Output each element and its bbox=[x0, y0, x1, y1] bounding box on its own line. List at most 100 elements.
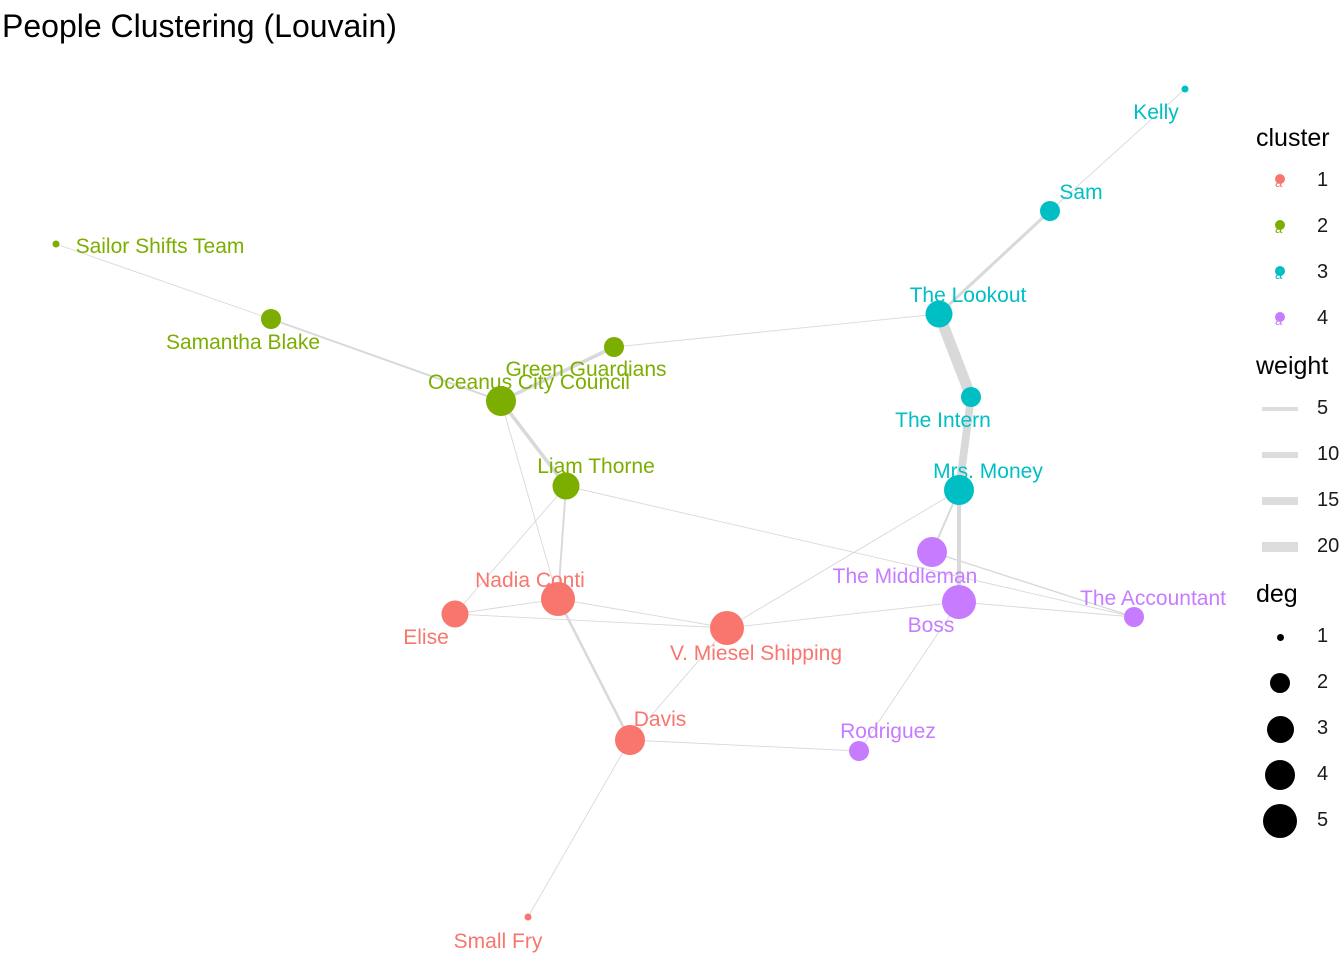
legend-deg-item-3-key bbox=[1256, 706, 1304, 752]
edge-council-liam bbox=[499, 399, 568, 488]
legend-deg-item-3-label: 3 bbox=[1317, 717, 1329, 739]
edge-samantha-council bbox=[270, 318, 502, 402]
cluster-text-swatch-icon: a bbox=[1275, 175, 1283, 190]
edge-sailor-samantha bbox=[55, 243, 272, 320]
legend-cluster-item-1-key: a bbox=[1256, 158, 1304, 204]
edge-sam-lookout bbox=[937, 209, 1052, 316]
node-elise bbox=[441, 600, 469, 628]
edge-davis-rodriguez bbox=[629, 739, 860, 752]
node-kelly bbox=[1181, 85, 1189, 93]
node-green bbox=[604, 337, 624, 357]
legend-cluster-item-3-label: 3 bbox=[1317, 261, 1329, 283]
edge-lookout-intern bbox=[933, 312, 977, 399]
cluster-swatch-icon bbox=[1275, 174, 1285, 184]
deg-swatch-dot bbox=[1270, 673, 1290, 693]
legend-weight-title: weight bbox=[1256, 352, 1329, 380]
node-nadia bbox=[541, 582, 575, 616]
legend-cluster-item-3-key: a bbox=[1256, 250, 1304, 296]
legend-weight: weight 5 10 15 20 bbox=[1256, 346, 1344, 570]
legend-deg-item-1-key bbox=[1256, 614, 1304, 660]
legend-deg-item-4-key bbox=[1256, 752, 1304, 798]
edge-nadia-davis bbox=[556, 598, 632, 741]
legend-cluster-item-2-key: a bbox=[1256, 204, 1304, 250]
edge-mrsmoney-miesel bbox=[726, 489, 960, 629]
legend-deg-item-1-label: 1 bbox=[1317, 625, 1329, 647]
node-label-green: Green Guardians bbox=[505, 358, 666, 381]
node-mrsmoney bbox=[944, 475, 974, 505]
legend-deg-item-2-label: 2 bbox=[1317, 671, 1329, 693]
node-label-miesel: V. Miesel Shipping bbox=[670, 642, 842, 665]
legend-weight-item-10-label: 10 bbox=[1317, 443, 1340, 465]
legend-deg-item-5: 5 bbox=[1256, 798, 1344, 844]
edge-boss-rodriguez bbox=[858, 601, 960, 752]
node-smallfry bbox=[524, 913, 532, 921]
cluster-text-swatch-icon: a bbox=[1275, 313, 1283, 328]
node-samantha bbox=[261, 309, 281, 329]
node-label-sam: Sam bbox=[1059, 181, 1102, 204]
edge-council-green bbox=[500, 345, 615, 403]
legend-deg-item-4-label: 4 bbox=[1317, 763, 1329, 785]
edge-kelly-sam bbox=[1049, 88, 1186, 212]
deg-swatch-dot bbox=[1263, 804, 1297, 838]
node-boss bbox=[942, 585, 976, 619]
cluster-swatch-icon bbox=[1275, 312, 1285, 322]
cluster-swatch-icon bbox=[1275, 266, 1285, 276]
cluster-swatch-icon bbox=[1275, 220, 1285, 230]
edge-liam-accountant bbox=[565, 485, 1135, 618]
legend-cluster-item-4-label: 4 bbox=[1317, 307, 1329, 329]
legend-weight-item-20-label: 20 bbox=[1317, 535, 1340, 557]
weight-swatch-line bbox=[1262, 407, 1298, 411]
edge-lookout-green bbox=[613, 313, 940, 348]
node-label-accountant: The Accountant bbox=[1080, 587, 1226, 610]
node-council bbox=[486, 386, 516, 416]
label-layer: Kelly Sam The Lookout The Intern Mrs. Money S… bbox=[76, 101, 1227, 953]
legend-weight-item-15-label: 15 bbox=[1317, 489, 1340, 511]
legend-deg-item-1: 1 bbox=[1256, 614, 1344, 660]
deg-swatch-dot bbox=[1265, 760, 1295, 790]
cluster-text-swatch-icon: a bbox=[1275, 221, 1283, 236]
edge-layer bbox=[55, 88, 1186, 918]
edge-nadia-miesel bbox=[557, 598, 728, 629]
node-rodriguez bbox=[849, 741, 869, 761]
deg-swatch-dot bbox=[1266, 715, 1294, 743]
edge-elise-miesel bbox=[454, 613, 728, 629]
legend-deg-item-4: 4 bbox=[1256, 752, 1344, 798]
node-label-kelly: Kelly bbox=[1133, 101, 1179, 124]
deg-swatch-dot bbox=[1276, 633, 1284, 641]
edge-intern-mrsmoney bbox=[955, 396, 975, 491]
node-label-samantha: Samantha Blake bbox=[166, 331, 320, 354]
edge-liam-nadia bbox=[557, 485, 567, 600]
weight-swatch-line bbox=[1262, 452, 1298, 458]
node-label-liam: Liam Thorne bbox=[537, 455, 655, 478]
legend-deg-item-5-key bbox=[1256, 798, 1304, 844]
legend-deg-title: deg bbox=[1256, 580, 1298, 608]
node-label-intern: The Intern bbox=[895, 409, 991, 432]
node-label-elise: Elise bbox=[403, 626, 449, 649]
page-title: People Clustering (Louvain) bbox=[2, 8, 397, 44]
legend-cluster-item-4-key: a bbox=[1256, 296, 1304, 342]
node-label-nadia: Nadia Conti bbox=[475, 569, 585, 592]
edge-miesel-davis bbox=[629, 627, 728, 741]
edge-liam-elise bbox=[454, 485, 567, 615]
legend-weight-item-5-key bbox=[1256, 386, 1304, 432]
legend-cluster-item-1-label: 1 bbox=[1317, 169, 1329, 191]
node-miesel bbox=[710, 611, 744, 645]
node-label-rodriguez: Rodriguez bbox=[840, 720, 936, 743]
legend-weight-item-5: 5 bbox=[1256, 386, 1344, 432]
node-intern bbox=[961, 387, 981, 407]
legend-weight-item-5-label: 5 bbox=[1317, 397, 1329, 419]
legend-deg-item-5-label: 5 bbox=[1317, 809, 1329, 831]
legend-weight-item-10-key bbox=[1256, 432, 1304, 478]
node-label-smallfry: Small Fry bbox=[454, 930, 543, 953]
legend-weight-item-15: 15 bbox=[1256, 478, 1344, 524]
node-middleman bbox=[917, 537, 947, 567]
node-liam bbox=[552, 472, 580, 500]
cluster-text-swatch-icon: a bbox=[1275, 267, 1283, 282]
node-label-middleman: The Middleman bbox=[833, 565, 978, 588]
legend-weight-item-10: 10 bbox=[1256, 432, 1344, 478]
